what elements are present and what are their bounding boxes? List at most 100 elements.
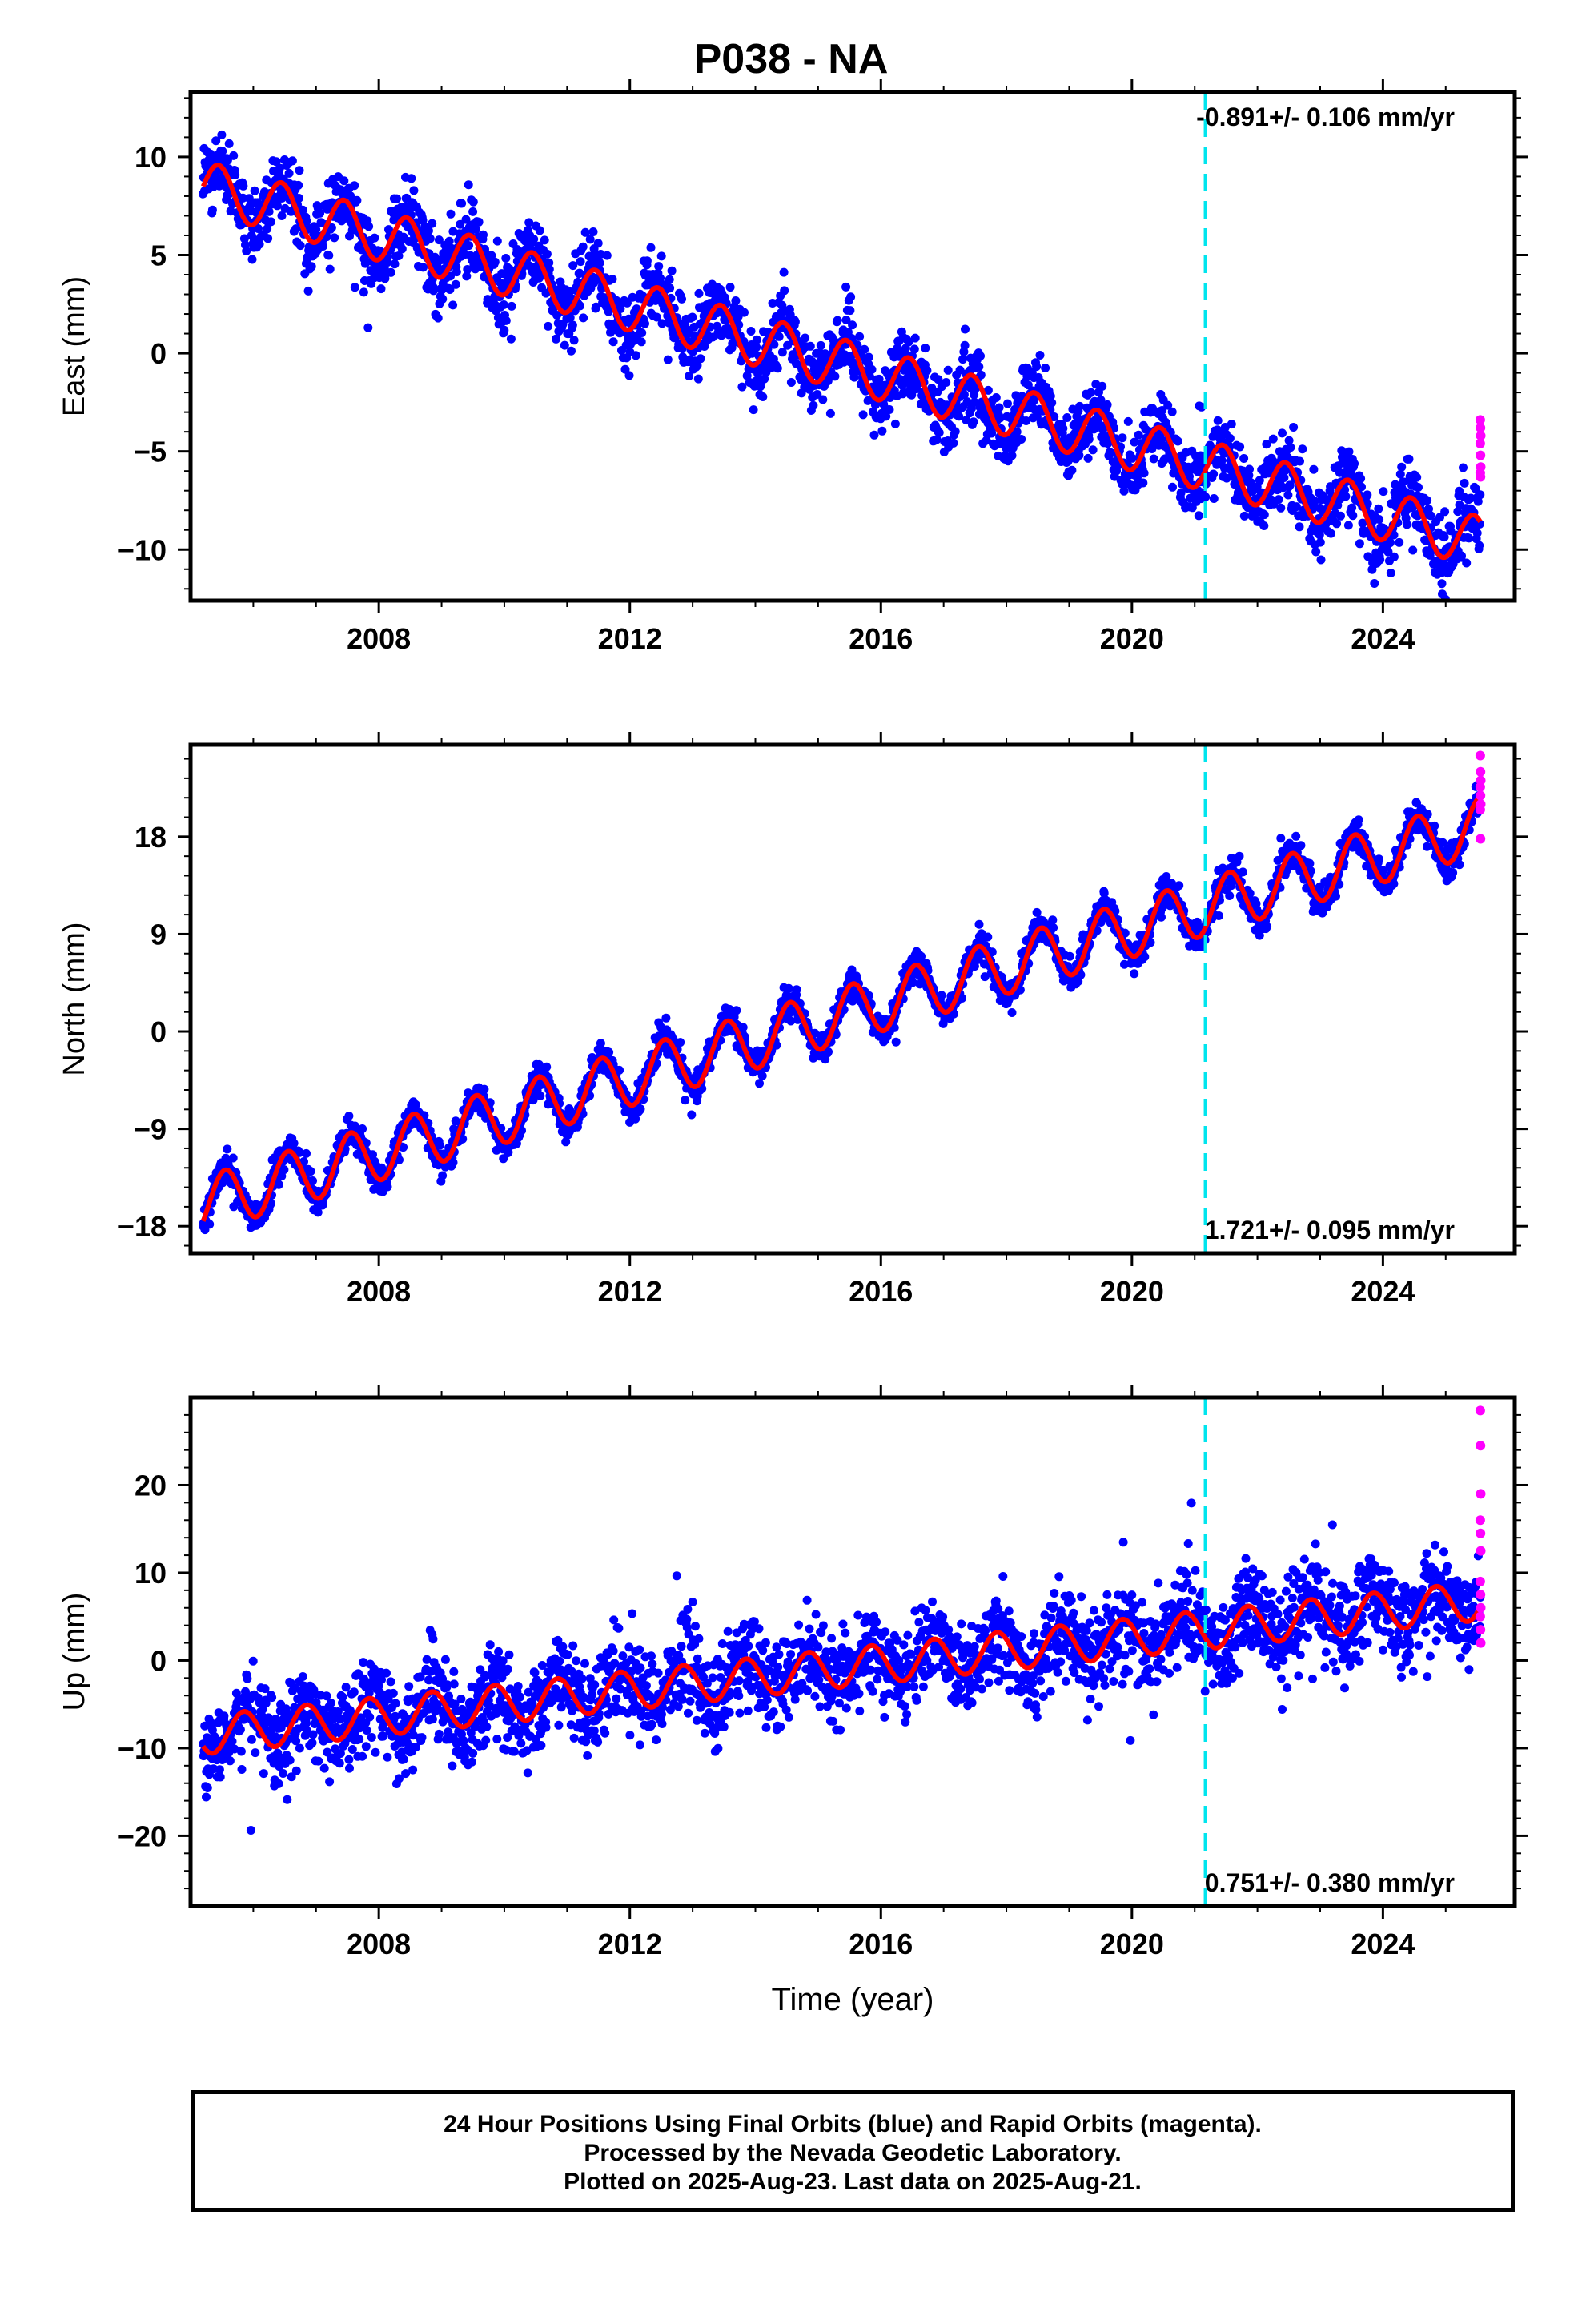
data-point [433,313,443,323]
data-point [1386,538,1395,547]
data-point [817,360,826,369]
data-point [1375,515,1384,524]
data-point [755,1079,764,1088]
rapid-data-point [1476,431,1486,441]
data-point [308,1176,317,1185]
data-point [1311,547,1321,557]
data-point [847,965,857,975]
data-point [1134,430,1143,440]
data-point [777,348,787,357]
data-point [732,1006,741,1015]
data-point [294,180,303,190]
data-point [1194,511,1203,521]
data-point [428,219,437,228]
data-point [1149,454,1158,464]
x-tick-label: 2012 [598,622,662,655]
data-point [1296,841,1306,850]
data-point [501,316,511,325]
data-point [1235,442,1245,452]
data-point [263,234,273,243]
data-point [784,983,793,993]
data-point [970,962,979,971]
data-point [536,1091,545,1100]
data-point [250,186,259,195]
data-point [661,1013,671,1023]
data-point [468,207,478,216]
data-point [1065,951,1074,961]
data-point [845,306,855,316]
data-point [1255,476,1264,485]
data-point [1167,407,1177,416]
data-point [1146,938,1155,947]
data-point [974,919,984,929]
data-point [1408,545,1418,555]
data-point [1130,969,1139,979]
data-point [792,985,801,995]
data-point [823,376,833,386]
rapid-data-point [1476,450,1486,460]
data-point [1130,437,1139,447]
data-point [255,239,264,249]
data-point [1259,510,1269,520]
data-point [694,288,704,298]
data-point [1472,529,1482,538]
data-point [1316,555,1326,565]
data-point [877,426,887,436]
data-point [685,372,694,380]
data-point [448,300,458,310]
data-point [224,139,234,148]
data-point [848,320,857,330]
data-point [1209,494,1219,503]
data-point [409,186,419,195]
data-point [1168,482,1177,492]
data-point [1439,533,1449,542]
data-point [1343,521,1353,530]
data-point [1459,463,1468,472]
data-point [780,286,789,296]
data-point [749,405,758,415]
data-point [869,430,879,440]
data-point [608,275,617,284]
data-point [1157,912,1166,922]
rapid-data-point [1475,415,1485,425]
data-point [218,147,227,156]
data-point [1076,970,1086,979]
data-point [987,947,997,957]
data-point [746,327,756,336]
data-point [1284,436,1294,445]
data-point [677,294,686,304]
data-point [277,211,287,220]
data-point [544,258,554,267]
data-point [1295,456,1304,466]
data-point [1291,502,1301,512]
data-point [313,1208,323,1217]
x-tick-label: 2024 [1351,622,1415,655]
data-point [687,1110,697,1120]
rapid-orbit-points-east [1475,415,1486,482]
data-point [1404,454,1414,464]
data-point [769,340,779,349]
data-point [567,346,576,356]
data-point [830,372,840,381]
data-point [713,321,722,331]
data-point [291,224,301,234]
data-point [1245,464,1254,474]
data-point [592,302,600,312]
data-point [1147,444,1157,453]
data-point [363,323,373,332]
data-point [1227,420,1236,429]
data-point [976,370,986,380]
data-point [1007,1008,1017,1017]
data-point [1440,507,1450,517]
data-point [438,294,448,304]
data-point [1022,416,1031,425]
data-point [499,300,508,309]
data-point [298,205,307,215]
data-point [816,340,825,350]
data-point [833,316,842,325]
data-point [841,316,851,324]
plot-area-north [199,750,1486,1235]
data-point [1375,555,1385,565]
